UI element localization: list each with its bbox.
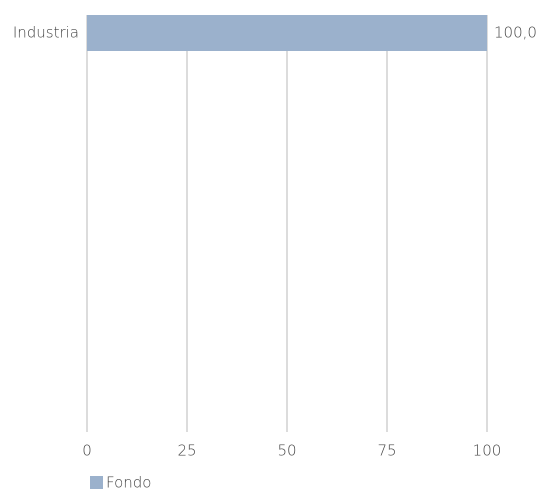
- bar: [87, 15, 487, 51]
- x-tick-label: 100: [473, 442, 502, 460]
- legend-swatch: [90, 476, 103, 489]
- legend-label: Fondo: [106, 474, 151, 492]
- x-tick-label: 50: [277, 442, 296, 460]
- y-tick-label: Industria: [13, 24, 79, 42]
- x-tick-label: 25: [177, 442, 196, 460]
- value-label: 100,0: [494, 24, 537, 42]
- x-tick-label: 0: [82, 442, 92, 460]
- x-tick-label: 75: [377, 442, 396, 460]
